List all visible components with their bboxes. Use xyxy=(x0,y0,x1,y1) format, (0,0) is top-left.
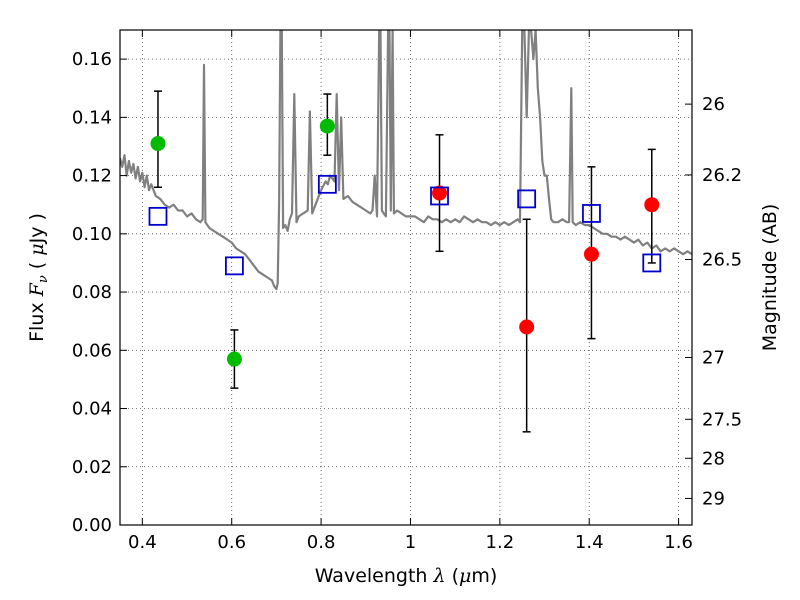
x-axis-unit-close: m) xyxy=(471,565,497,587)
y2-tick-label: 26.2 xyxy=(702,165,742,186)
error-bars xyxy=(153,90,656,433)
y2-tick-label: 29 xyxy=(702,488,725,509)
y-tick-label: 0.12 xyxy=(72,166,112,187)
data-markers xyxy=(148,118,662,367)
y-tick-label: 0.08 xyxy=(72,282,112,303)
x-tick-label: 1.4 xyxy=(575,532,604,553)
y-tick-label: 0.04 xyxy=(72,399,112,420)
red-data-point xyxy=(583,246,599,262)
x-tick-label: 1 xyxy=(405,532,416,553)
x-axis-mu: μ xyxy=(459,565,471,587)
y2-tick-label: 26.5 xyxy=(702,249,742,270)
y-axis-unit: Jy ) xyxy=(26,213,48,244)
green-data-point xyxy=(150,136,166,152)
y-axis-fnu: F xyxy=(26,282,48,297)
y-tick-label: 0.14 xyxy=(72,107,112,128)
y2-tick-label: 28 xyxy=(702,448,725,469)
y-tick-label: 0.06 xyxy=(72,340,112,361)
x-tick-label: 0.6 xyxy=(217,532,246,553)
y-axis-mu: μ xyxy=(26,243,48,255)
y-axis-nu-subscript: ν xyxy=(36,275,51,283)
model-square-marker xyxy=(148,206,168,226)
grid-lines xyxy=(120,30,692,526)
x-axis-label: Wavelength λ (μm) xyxy=(315,565,498,587)
template-spectrum xyxy=(120,30,692,291)
x-tick-label: 0.8 xyxy=(307,532,336,553)
green-data-point xyxy=(226,351,242,367)
model-square-marker xyxy=(317,174,337,194)
model-square-marker xyxy=(517,189,537,209)
model-square-marker xyxy=(430,186,449,206)
plot-frame xyxy=(119,29,693,526)
model-square-marker xyxy=(224,256,244,276)
red-data-point xyxy=(432,185,448,201)
model-square-marker xyxy=(642,253,662,273)
x-axis-label-text: Wavelength xyxy=(315,565,434,587)
red-data-point xyxy=(519,319,535,335)
axis-ticks: 0.4 0.6 0.8 1 1.2 1.4 1.6 0.00 0.02 0.04 0.06 0.08 0… xyxy=(72,30,742,553)
y-tick-label: 0.00 xyxy=(72,515,112,536)
template-spectrum-line xyxy=(120,30,692,291)
y2-tick-label: 27 xyxy=(702,347,725,368)
y-axis-label: Flux Fν ( μJy ) xyxy=(26,213,51,342)
x-tick-label: 0.4 xyxy=(128,532,157,553)
y-axis-label-text: Flux xyxy=(26,296,48,342)
green-data-point xyxy=(319,118,335,134)
y-tick-label: 0.02 xyxy=(72,457,112,478)
y-axis-open: ( xyxy=(26,256,48,276)
model-square-marker xyxy=(582,204,601,223)
y2-tick-label: 27.5 xyxy=(702,409,742,430)
x-tick-label: 1.2 xyxy=(486,532,515,553)
y-tick-label: 0.16 xyxy=(72,49,112,70)
y2-axis-label: Magnitude (AB) xyxy=(759,204,781,352)
x-axis-lambda: λ xyxy=(432,565,445,587)
y-tick-label: 0.10 xyxy=(72,224,112,245)
x-tick-label: 1.6 xyxy=(664,532,693,553)
red-data-point xyxy=(644,197,660,213)
y2-tick-label: 26 xyxy=(702,94,725,115)
x-axis-unit: ( xyxy=(446,565,459,587)
